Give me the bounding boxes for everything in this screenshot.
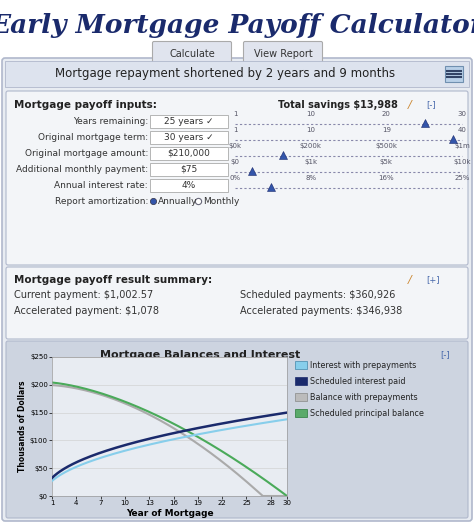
Text: $210,000: $210,000 (168, 148, 210, 157)
Text: 25%: 25% (454, 175, 470, 181)
Text: $75: $75 (181, 165, 198, 174)
Text: View Report: View Report (254, 49, 312, 59)
Bar (150, 130, 228, 144)
Text: Original mortgage amount:: Original mortgage amount: (25, 148, 148, 157)
Text: Calculate: Calculate (169, 49, 215, 59)
Text: Early Mortgage Payoff Calculator: Early Mortgage Payoff Calculator (0, 13, 474, 37)
Text: 30 years ✓: 30 years ✓ (164, 133, 214, 141)
Text: [+]: [+] (426, 276, 439, 285)
Bar (5, 61, 469, 87)
FancyBboxPatch shape (6, 91, 468, 265)
Text: $0: $0 (230, 159, 239, 165)
Text: 0%: 0% (229, 175, 241, 181)
Text: Total savings $13,988: Total savings $13,988 (278, 100, 398, 110)
FancyBboxPatch shape (6, 267, 468, 339)
Text: Interest with prepayments: Interest with prepayments (310, 360, 416, 369)
Bar (150, 178, 228, 191)
Bar (295, 377, 307, 385)
Text: 20: 20 (382, 111, 391, 117)
X-axis label: Year of Mortgage: Year of Mortgage (126, 509, 213, 518)
Text: 10: 10 (306, 127, 315, 133)
Text: Annual interest rate:: Annual interest rate: (55, 180, 148, 189)
Bar (150, 147, 228, 159)
Text: 4%: 4% (182, 180, 196, 189)
FancyBboxPatch shape (244, 42, 322, 65)
Text: [-]: [-] (426, 100, 436, 109)
Bar (295, 393, 307, 401)
Text: Balance with prepayments: Balance with prepayments (310, 392, 418, 401)
Text: Current payment: $1,002.57: Current payment: $1,002.57 (14, 290, 153, 300)
FancyBboxPatch shape (2, 58, 472, 521)
Text: /: / (408, 275, 412, 285)
Text: Report amortization:: Report amortization: (55, 197, 148, 206)
Text: 25 years ✓: 25 years ✓ (164, 116, 214, 126)
Text: 16%: 16% (379, 175, 394, 181)
Text: $500k: $500k (375, 143, 397, 149)
Text: $0k: $0k (228, 143, 242, 149)
Text: 1: 1 (233, 111, 237, 117)
Text: $5k: $5k (380, 159, 393, 165)
Bar (295, 409, 307, 417)
Text: 40: 40 (457, 127, 466, 133)
Y-axis label: Thousands of Dollars: Thousands of Dollars (18, 381, 27, 472)
Text: $10k: $10k (453, 159, 471, 165)
Text: 30: 30 (457, 111, 466, 117)
Text: Mortgage repayment shortened by 2 years and 9 months: Mortgage repayment shortened by 2 years … (55, 67, 395, 80)
Text: 8%: 8% (305, 175, 316, 181)
Text: Original mortgage term:: Original mortgage term: (38, 133, 148, 141)
Bar (150, 115, 228, 127)
Text: Scheduled payments: $360,926: Scheduled payments: $360,926 (240, 290, 395, 300)
FancyBboxPatch shape (6, 341, 468, 518)
Text: Mortgage payoff result summary:: Mortgage payoff result summary: (14, 275, 212, 285)
Bar (445, 66, 463, 82)
Text: /: / (408, 100, 412, 110)
Text: Accelerated payments: $346,938: Accelerated payments: $346,938 (240, 306, 402, 316)
Text: Monthly: Monthly (203, 197, 239, 206)
Text: $1k: $1k (304, 159, 317, 165)
Bar (150, 163, 228, 176)
Text: Accelerated payment: $1,078: Accelerated payment: $1,078 (14, 306, 159, 316)
Text: 1: 1 (233, 127, 237, 133)
Text: 10: 10 (306, 111, 315, 117)
Text: 19: 19 (382, 127, 391, 133)
Text: Years remaining:: Years remaining: (73, 116, 148, 126)
Text: $200k: $200k (300, 143, 322, 149)
Text: [-]: [-] (440, 350, 450, 359)
Text: $1m: $1m (454, 143, 470, 149)
Text: Annually: Annually (158, 197, 198, 206)
FancyBboxPatch shape (153, 42, 231, 65)
Text: Scheduled interest paid: Scheduled interest paid (310, 377, 405, 386)
Text: Scheduled principal balance: Scheduled principal balance (310, 409, 424, 418)
Bar (295, 361, 307, 369)
Text: Mortgage Balances and Interest: Mortgage Balances and Interest (100, 350, 300, 360)
Text: Mortgage payoff inputs:: Mortgage payoff inputs: (14, 100, 157, 110)
Text: Additional monthly payment:: Additional monthly payment: (16, 165, 148, 174)
